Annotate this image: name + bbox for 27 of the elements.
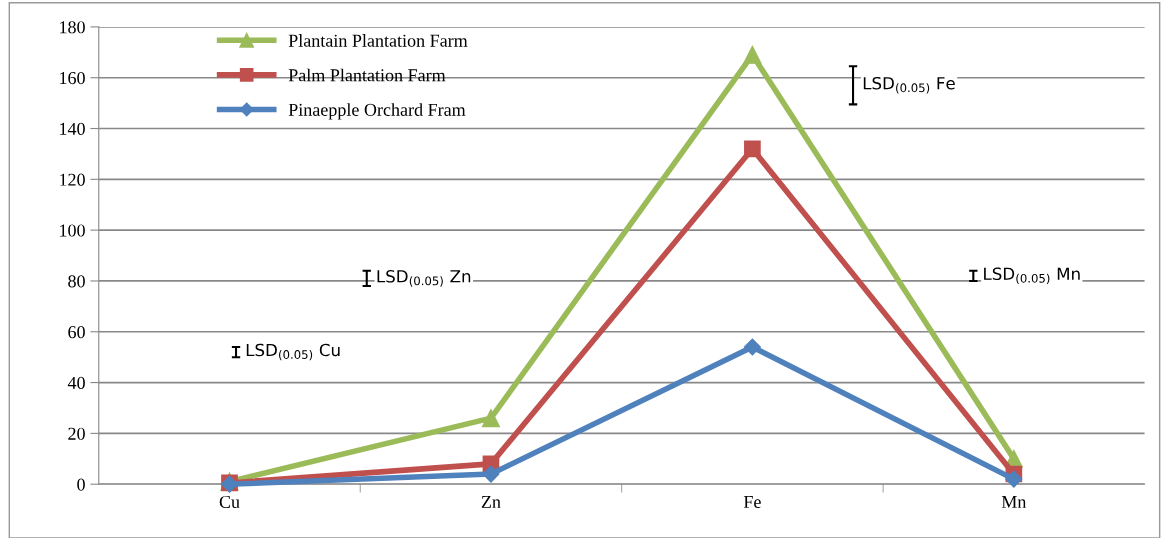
annotation: LSD$_{(0.05)}$ Fe — [863, 76, 955, 94]
point — [744, 140, 761, 158]
y-tick-label: 120 — [60, 173, 85, 186]
x-tick-label: Mn — [1001, 496, 1027, 508]
legend-label: Pinaepple Orchard Fram — [288, 103, 466, 120]
annotation: LSD$_{(0.05)}$ Zn — [377, 270, 471, 287]
annotation: LSD$_{(0.05)}$ Mn — [984, 267, 1080, 285]
x-tick-label: Cu — [219, 495, 240, 509]
y-tick-label: 160 — [60, 71, 85, 85]
y-tick-label: 60 — [68, 326, 85, 339]
point — [482, 465, 500, 483]
y-tick-label: 180 — [60, 21, 85, 34]
y-tick-label: 140 — [60, 122, 85, 135]
legend-label: Plantain Plantation Farm — [288, 34, 468, 47]
x-tick-label: Fe — [743, 496, 761, 509]
point — [743, 45, 762, 64]
y-tick-label: 0 — [77, 478, 85, 491]
y-tick-label: 40 — [67, 376, 85, 390]
x-tick-label: Zn — [481, 496, 501, 508]
point — [1005, 470, 1023, 488]
y-tick-label: 100 — [60, 224, 85, 237]
y-tick-label: 80 — [68, 275, 85, 288]
point — [743, 338, 761, 356]
legend-label: Palm Plantation Farm — [288, 68, 446, 82]
y-tick-label: 20 — [68, 427, 85, 440]
annotation: LSD$_{(0.05)}$ Cu — [246, 343, 340, 361]
point — [481, 409, 500, 428]
